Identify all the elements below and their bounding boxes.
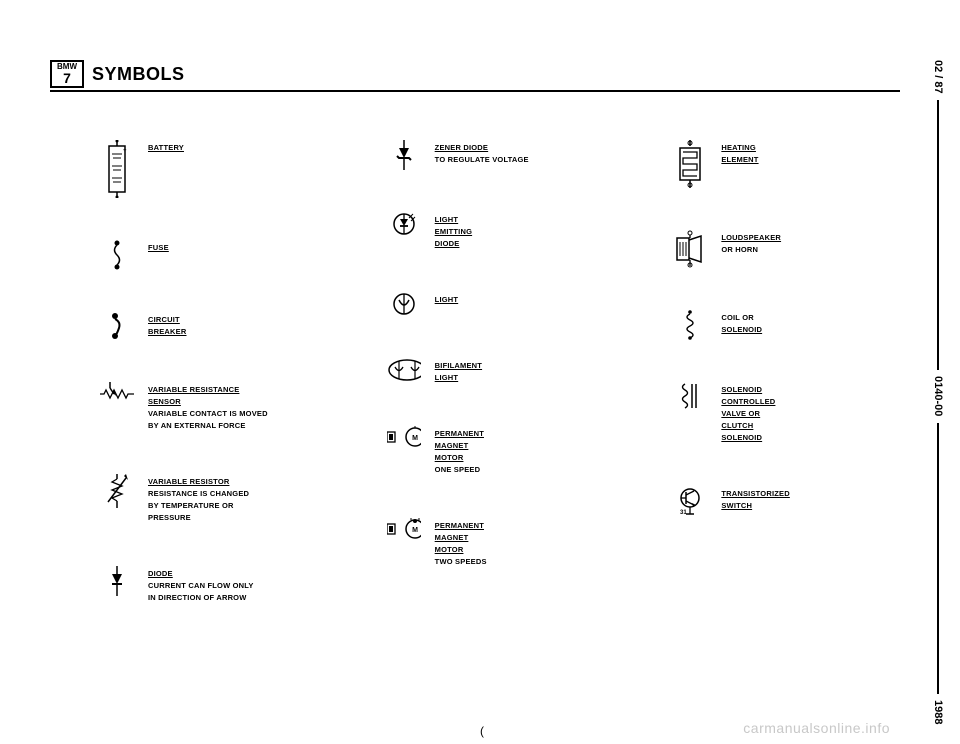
symbol-entry: SOLENOIDCONTROLLEDVALVE ORCLUTCHSOLENOID bbox=[673, 382, 900, 444]
symbol-label: CIRCUITBREAKER bbox=[148, 312, 187, 338]
column-0: + BATTERY FUSE CIRCUITBREAKER VARIABLE RESIS… bbox=[100, 140, 327, 604]
symbol-label: SOLENOIDCONTROLLEDVALVE ORCLUTCHSOLENOID bbox=[721, 382, 775, 444]
speaker-icon bbox=[673, 230, 707, 268]
symbol-label: LOUDSPEAKEROR HORN bbox=[721, 230, 781, 256]
side-line bbox=[937, 423, 939, 694]
symbol-label: FUSE bbox=[148, 240, 169, 254]
symbol-label: COIL ORSOLENOID bbox=[721, 310, 762, 336]
symbol-entry: FUSE bbox=[100, 240, 327, 270]
symbol-label: BIFILAMENTLIGHT bbox=[435, 358, 482, 384]
watermark: carmanualsonline.info bbox=[743, 720, 890, 736]
symbol-label: PERMANENTMAGNETMOTORTWO SPEEDS bbox=[435, 518, 487, 568]
symbol-entry: COIL ORSOLENOID bbox=[673, 310, 900, 340]
side-mid: 0140-00 bbox=[932, 376, 944, 416]
symbol-label: TRANSISTORIZEDSWITCH bbox=[721, 486, 790, 512]
diode-icon bbox=[100, 566, 134, 596]
symbol-entry: LOUDSPEAKEROR HORN bbox=[673, 230, 900, 268]
symbol-entry: M PERMANENTMAGNETMOTORTWO SPEEDS bbox=[387, 518, 614, 568]
symbol-label: DIODECURRENT CAN FLOW ONLYIN DIRECTION O… bbox=[148, 566, 254, 604]
symbol-label: HEATINGELEMENT bbox=[721, 140, 758, 166]
var-res-sensor-icon bbox=[100, 382, 134, 404]
symbol-label: VARIABLE RESISTANCESENSORVARIABLE CONTAC… bbox=[148, 382, 268, 432]
symbol-entry: VARIABLE RESISTANCESENSORVARIABLE CONTAC… bbox=[100, 382, 327, 432]
symbol-columns: + BATTERY FUSE CIRCUITBREAKER VARIABLE RESIS… bbox=[50, 140, 900, 604]
side-labels: 02 / 87 0140-00 1988 bbox=[928, 60, 948, 724]
coil-icon bbox=[673, 310, 707, 340]
symbol-entry: LIGHT bbox=[387, 292, 614, 316]
symbol-entry: BIFILAMENTLIGHT bbox=[387, 358, 614, 384]
symbol-entry: HEATINGELEMENT bbox=[673, 140, 900, 188]
bmw-badge: BMW 7 bbox=[50, 60, 84, 88]
light-icon bbox=[387, 292, 421, 316]
badge-seven: 7 bbox=[63, 71, 71, 85]
trans-switch-icon: 31 bbox=[673, 486, 707, 516]
var-resistor-icon bbox=[100, 474, 134, 508]
symbol-entry: 31 TRANSISTORIZEDSWITCH bbox=[673, 486, 900, 516]
side-top: 02 / 87 bbox=[932, 60, 944, 94]
header: BMW 7 SYMBOLS bbox=[50, 60, 900, 92]
motor1-icon: M bbox=[387, 426, 421, 448]
page-title: SYMBOLS bbox=[92, 64, 185, 85]
led-icon bbox=[387, 212, 421, 236]
solenoid-valve-icon bbox=[673, 382, 707, 412]
symbol-label: ZENER DIODETO REGULATE VOLTAGE bbox=[435, 140, 529, 166]
symbol-label: PERMANENTMAGNETMOTORONE SPEED bbox=[435, 426, 484, 476]
symbol-entry: + BATTERY bbox=[100, 140, 327, 198]
bifilament-icon bbox=[387, 358, 421, 382]
footer-paren: ( bbox=[480, 724, 484, 738]
battery-icon: + bbox=[100, 140, 134, 198]
fuse-icon bbox=[100, 240, 134, 270]
symbol-entry: M PERMANENTMAGNETMOTORONE SPEED bbox=[387, 426, 614, 476]
symbol-entry: LIGHTEMITTINGDIODE bbox=[387, 212, 614, 250]
column-1: ZENER DIODETO REGULATE VOLTAGE LIGHTEMITT… bbox=[387, 140, 614, 604]
symbol-entry: VARIABLE RESISTORRESISTANCE IS CHANGEDBY… bbox=[100, 474, 327, 524]
svg-text:+: + bbox=[123, 148, 127, 154]
svg-text:M: M bbox=[412, 435, 418, 442]
symbol-label: VARIABLE RESISTORRESISTANCE IS CHANGEDBY… bbox=[148, 474, 249, 524]
side-bottom: 1988 bbox=[932, 700, 944, 724]
symbol-label: BATTERY bbox=[148, 140, 184, 154]
svg-text:31: 31 bbox=[680, 510, 687, 516]
svg-text:M: M bbox=[412, 527, 418, 534]
symbol-label: LIGHT bbox=[435, 292, 459, 306]
symbol-entry: DIODECURRENT CAN FLOW ONLYIN DIRECTION O… bbox=[100, 566, 327, 604]
side-line bbox=[937, 100, 939, 371]
heating-icon bbox=[673, 140, 707, 188]
symbol-entry: ZENER DIODETO REGULATE VOLTAGE bbox=[387, 140, 614, 170]
symbol-entry: CIRCUITBREAKER bbox=[100, 312, 327, 340]
page: BMW 7 SYMBOLS + BATTERY FUSE CIRCUITBREAKER… bbox=[50, 60, 900, 724]
zener-icon bbox=[387, 140, 421, 170]
symbol-label: LIGHTEMITTINGDIODE bbox=[435, 212, 472, 250]
column-2: HEATINGELEMENT LOUDSPEAKEROR HORN COIL ORS… bbox=[673, 140, 900, 604]
breaker-icon bbox=[100, 312, 134, 340]
motor2-icon: M bbox=[387, 518, 421, 540]
